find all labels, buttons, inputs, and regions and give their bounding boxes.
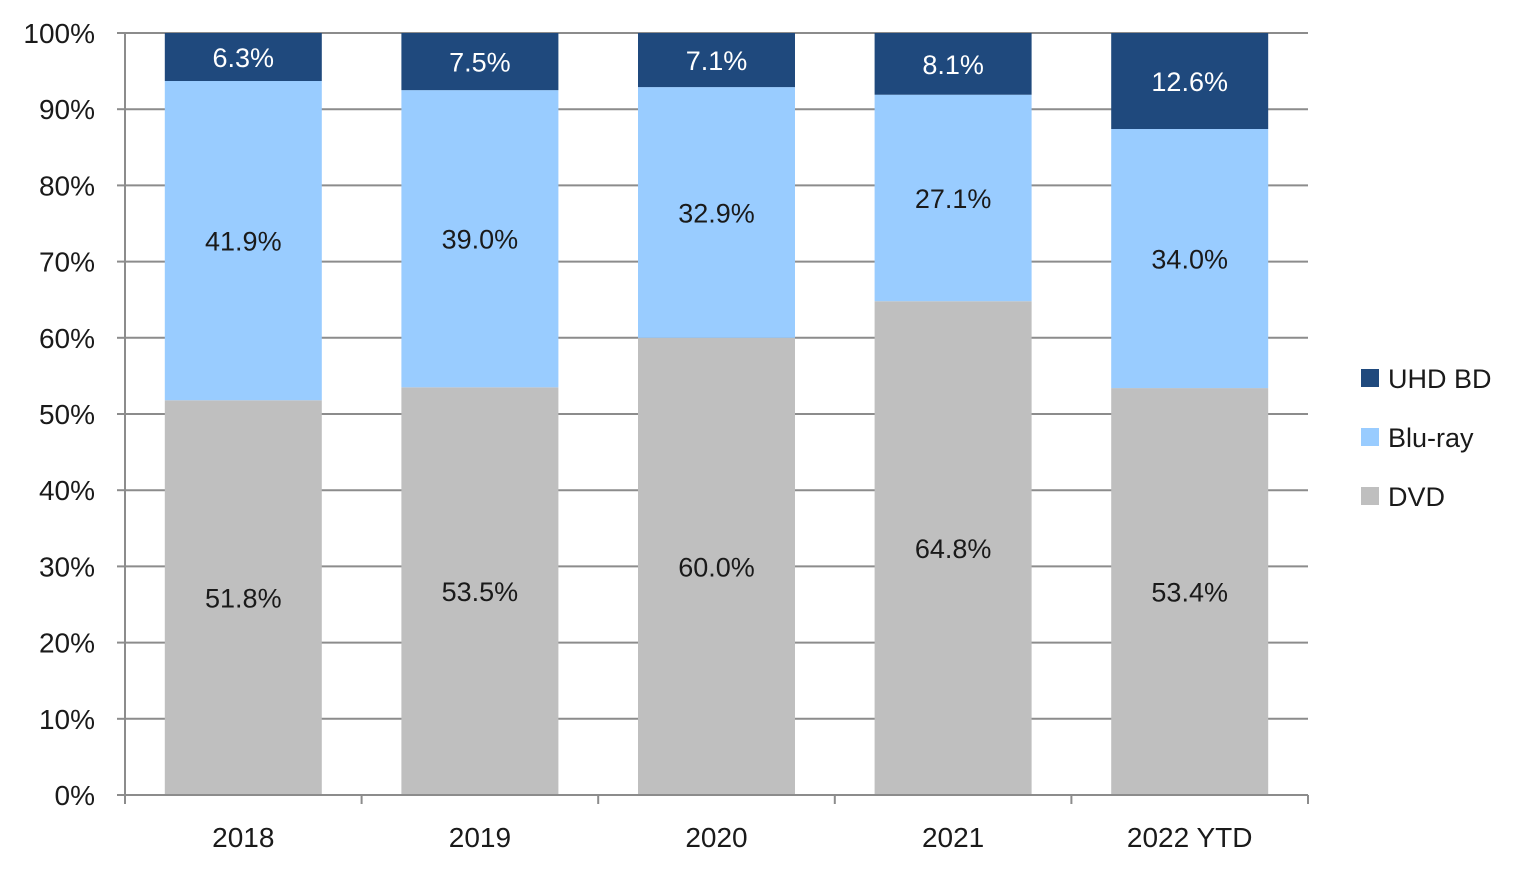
data-label: 53.5% [442,577,519,607]
data-label: 12.6% [1151,67,1228,97]
data-label: 34.0% [1151,245,1228,275]
data-label: 7.1% [686,46,748,76]
y-tick-label: 0% [55,780,95,811]
x-tick-label: 2021 [922,822,984,853]
x-axis-tick-labels: 2018 2019 2020 2021 2022 YTD [212,822,1252,853]
legend: UHD BD Blu-ray DVD [1361,364,1492,512]
bar-segment [1111,129,1269,389]
data-label: 64.8% [915,534,992,564]
x-tick-label: 2018 [212,822,274,853]
data-label: 6.3% [213,43,275,73]
legend-label: UHD BD [1388,364,1492,394]
legend-swatch [1361,428,1379,446]
bars [164,33,1269,795]
y-tick-label: 70% [39,247,95,278]
bar-segment [164,33,322,82]
bar-segment [401,387,559,795]
data-label: 7.5% [449,48,511,78]
y-tick-label: 100% [23,18,95,49]
data-label: 27.1% [915,184,992,214]
legend-swatch [1361,369,1379,387]
data-label: 8.1% [922,50,984,80]
bar-segment [874,33,1032,95]
axes [117,32,1309,804]
bar-segment [638,337,795,795]
bar-segment [1111,388,1269,795]
bar-segment [1111,33,1269,130]
data-label: 51.8% [205,584,282,614]
data-label: 53.4% [1151,578,1228,608]
y-tick-label: 90% [39,94,95,125]
x-tick-label: 2020 [685,822,747,853]
y-tick-label: 80% [39,170,95,201]
x-tick-label: 2019 [449,822,511,853]
data-label: 39.0% [442,225,519,255]
data-label: 32.9% [678,198,755,228]
y-tick-label: 40% [39,475,95,506]
legend-label: DVD [1388,482,1445,512]
legend-swatch [1361,487,1379,505]
y-tick-label: 20% [39,628,95,659]
data-labels: 51.8% 41.9% 6.3% 53.5% 39.0% 7.5% 60.0% 32.9% 7.… [205,43,1228,614]
y-tick-label: 60% [39,323,95,354]
bar-segment [638,33,795,88]
data-label: 41.9% [205,227,282,257]
bar-segment [164,400,322,795]
y-axis-tick-labels: 0% 10% 20% 30% 40% 50% 60% 70% 80% 90% 100% [23,18,95,811]
data-label: 60.0% [678,552,755,582]
y-tick-label: 10% [39,704,95,735]
x-tick-label: 2022 YTD [1127,822,1253,853]
y-tick-label: 50% [39,399,95,430]
bar-segment [164,81,322,401]
bar-segment [401,90,559,388]
bar-segment [874,301,1032,795]
bar-segment [638,87,795,338]
legend-label: Blu-ray [1388,423,1474,453]
bar-segment [874,94,1032,302]
y-tick-label: 30% [39,551,95,582]
bar-segment [401,33,559,91]
